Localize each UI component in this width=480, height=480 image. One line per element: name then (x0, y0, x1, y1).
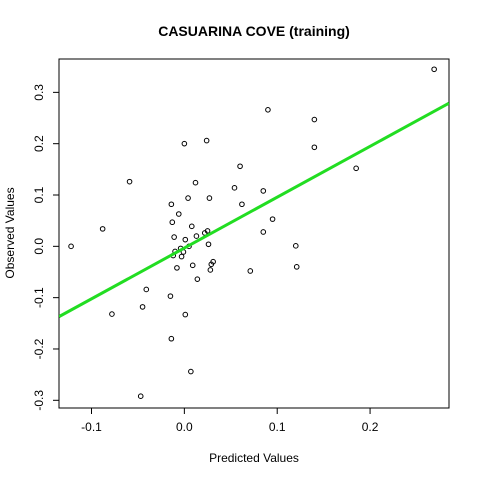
y-axis-label: Observed Values (3, 187, 17, 278)
data-point-1 (99, 226, 106, 232)
data-point-0 (68, 243, 74, 250)
data-point-38 (231, 185, 238, 191)
data-point-6 (143, 286, 150, 293)
data-point-32 (204, 228, 211, 234)
data-point-49 (311, 144, 318, 151)
x-tick-label-2: 0.1 (269, 420, 286, 434)
data-point-46 (292, 243, 299, 249)
data-point-37 (210, 258, 216, 265)
data-point-24 (188, 368, 194, 375)
data-point-8 (168, 335, 175, 342)
data-point-28 (193, 233, 200, 239)
data-point-39 (237, 163, 243, 170)
data-point-34 (206, 195, 213, 201)
data-point-20 (182, 311, 189, 318)
data-point-14 (174, 265, 180, 271)
data-point-10 (169, 219, 176, 226)
plot-frame (58, 58, 450, 409)
data-point-5 (139, 304, 146, 310)
y-tick-label-2: -0.1 (32, 287, 46, 308)
data-point-3 (126, 178, 133, 185)
data-point-2 (109, 311, 115, 317)
x-tick-label-3: 0.2 (362, 420, 379, 434)
x-axis-label: Predicted Values (209, 451, 299, 465)
data-point-41 (247, 268, 254, 274)
data-point-22 (185, 195, 191, 201)
data-point-48 (311, 116, 318, 123)
data-point-33 (205, 241, 212, 248)
y-tick-label-0: -0.3 (32, 390, 46, 411)
y-axis: -0.3 -0.2 -0.1 0.0 0.1 0.2 0.3 (32, 84, 59, 411)
data-point-42 (260, 188, 267, 194)
data-point-44 (265, 107, 271, 113)
data-point-35 (207, 267, 214, 273)
data-point-15 (175, 211, 182, 217)
data-point-19 (181, 140, 188, 147)
x-tick-label-1: 0.0 (176, 420, 193, 434)
data-point-9 (168, 201, 175, 208)
data-point-40 (239, 201, 245, 208)
data-point-26 (189, 262, 196, 269)
data-point-21 (182, 236, 189, 243)
data-point-45 (269, 216, 276, 222)
data-point-31 (203, 137, 210, 144)
data-point-50 (353, 165, 359, 172)
data-point-4 (137, 393, 144, 399)
y-tick-label-1: -0.2 (32, 338, 46, 359)
x-tick-label-0: -0.1 (81, 420, 102, 434)
data-point-25 (188, 223, 195, 230)
y-tick-label-5: 0.2 (32, 135, 46, 152)
y-tick-label-3: 0.0 (32, 238, 46, 255)
data-point-29 (194, 276, 201, 282)
data-point-17 (178, 253, 185, 260)
data-point-27 (192, 179, 199, 186)
data-point-7 (167, 293, 174, 299)
chart-title: CASUARINA COVE (training) (158, 23, 350, 39)
y-tick-label-6: 0.3 (32, 84, 46, 101)
data-point-51 (431, 66, 437, 73)
regression-line (59, 101, 449, 318)
data-point-47 (293, 264, 300, 270)
y-tick-label-4: 0.1 (32, 186, 46, 203)
data-points (68, 66, 437, 399)
fit-line-layer (59, 101, 449, 318)
data-point-12 (171, 234, 177, 240)
data-point-43 (260, 229, 267, 235)
x-axis: -0.1 0.0 0.1 0.2 (81, 408, 379, 434)
